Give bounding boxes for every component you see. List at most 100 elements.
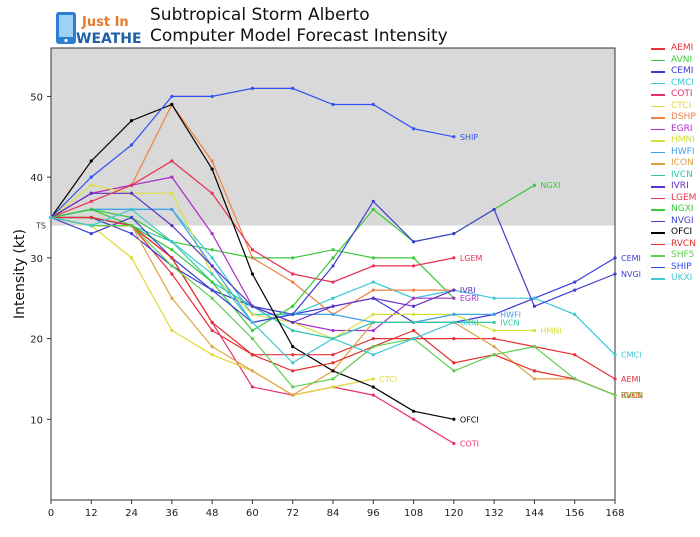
legend-item-dshp: DSHP xyxy=(651,112,696,124)
end-label-egri: EGRI xyxy=(460,294,479,303)
data-point-lgem xyxy=(371,264,375,268)
data-point-ivri xyxy=(170,223,174,228)
y-tick-label: 20 xyxy=(30,335,43,346)
data-point-dshp xyxy=(371,288,375,292)
data-point-icon xyxy=(532,377,537,381)
data-point-hmni xyxy=(532,328,537,333)
data-point-ivri xyxy=(371,296,375,300)
legend-swatch xyxy=(651,71,665,73)
legend-swatch xyxy=(651,151,665,153)
data-point-avni xyxy=(371,256,375,260)
data-point-ngxi xyxy=(170,248,174,252)
data-point-shf5 xyxy=(532,345,537,349)
data-point-ofci xyxy=(129,119,134,123)
data-point-egri xyxy=(452,296,456,300)
data-point-shf5 xyxy=(170,264,174,268)
data-point-hmni xyxy=(250,312,255,316)
band-label: TS xyxy=(35,222,46,231)
data-point-ship xyxy=(411,127,416,131)
data-point-lgem xyxy=(331,280,335,284)
y-tick-label: 30 xyxy=(30,254,43,265)
x-tick-label: 156 xyxy=(565,508,584,519)
legend-label: IVCN xyxy=(671,169,693,180)
data-point-nvgi xyxy=(613,272,617,276)
data-point-ivri xyxy=(411,304,416,308)
end-label-cmci: CMCI xyxy=(621,351,641,360)
x-tick-label: 168 xyxy=(605,508,624,519)
legend-swatch xyxy=(651,220,665,222)
data-point-ofci xyxy=(411,409,416,413)
data-point-nvgi xyxy=(411,240,416,244)
legend-swatch xyxy=(651,186,665,188)
data-point-shf5 xyxy=(371,345,375,349)
legend-label: AEMI xyxy=(671,43,694,53)
data-point-coti xyxy=(250,385,255,389)
legend-item-nvgi: NVGI xyxy=(651,216,696,228)
data-point-ofci xyxy=(89,159,93,163)
legend-item-aemi: AEMI xyxy=(651,43,696,55)
data-point-lgem xyxy=(250,248,255,252)
legend-item-egri: EGRI xyxy=(651,124,696,136)
data-point-egri xyxy=(371,328,375,333)
legend-item-ofci: OFCI xyxy=(651,227,696,239)
data-point-aemi xyxy=(291,353,295,357)
data-point-ship xyxy=(371,102,375,107)
data-point-aemi xyxy=(452,336,456,341)
data-point-ship xyxy=(129,143,134,147)
data-point-rvcn xyxy=(210,320,214,325)
x-tick-label: 24 xyxy=(125,508,138,519)
legend-label: CTCI xyxy=(671,100,692,111)
legend-swatch xyxy=(651,163,665,165)
x-tick-label: 36 xyxy=(165,508,178,519)
data-point-lgem xyxy=(411,264,416,268)
legend-label: IVRI xyxy=(671,181,689,191)
data-point-rvcn xyxy=(331,361,335,365)
legend-label: DSHP xyxy=(671,112,696,122)
legend-swatch xyxy=(651,105,665,107)
legend-item-cmci: CMCI xyxy=(651,78,696,90)
data-point-ngxi xyxy=(210,280,214,284)
data-point-cmci xyxy=(331,296,335,300)
data-point-ukxi xyxy=(210,272,214,276)
data-point-aemi xyxy=(331,353,335,357)
data-point-ukxi xyxy=(331,336,335,341)
data-point-ship xyxy=(291,86,295,90)
legend-item-ukxi: UKXI xyxy=(651,273,696,285)
data-point-ivri xyxy=(250,304,255,308)
data-point-ukxi xyxy=(411,336,416,341)
data-point-icon xyxy=(170,296,174,300)
legend-label: SHIP xyxy=(671,261,692,272)
data-point-ukxi xyxy=(452,320,456,325)
data-point-ivri xyxy=(452,288,456,292)
end-label-ivri: IVRI xyxy=(460,286,476,295)
data-point-aemi xyxy=(371,336,375,341)
data-point-icon xyxy=(250,369,255,373)
y-tick-label: 40 xyxy=(30,173,43,184)
data-point-ofci xyxy=(331,369,335,373)
data-point-nvgi xyxy=(573,288,577,292)
data-point-cmci xyxy=(613,353,617,357)
legend-swatch xyxy=(651,82,665,84)
data-point-ship xyxy=(452,135,456,139)
data-point-ngxi xyxy=(89,207,93,212)
data-point-ngxi xyxy=(291,304,295,308)
end-label-lgem: LGEM xyxy=(460,254,483,263)
legend-label: HWFI xyxy=(671,146,695,157)
x-tick-label: 144 xyxy=(525,508,544,519)
legend-swatch xyxy=(651,255,665,257)
data-point-rvcn xyxy=(452,361,456,365)
data-point-ctci xyxy=(210,353,214,357)
data-point-hwfi xyxy=(452,312,456,316)
legend-label: HMNI xyxy=(671,135,695,145)
data-point-ctci xyxy=(371,377,375,381)
end-label-aemi: AEMI xyxy=(621,375,641,384)
data-point-lgem xyxy=(129,183,134,187)
legend-label: OFCI xyxy=(671,227,693,237)
data-point-ofci xyxy=(452,417,456,421)
data-point-ngxi xyxy=(250,328,255,333)
data-point-ofci xyxy=(170,102,174,107)
end-label-ctci: CTCI xyxy=(379,375,397,384)
just-in-weather-logo: Just In WEATHER xyxy=(56,12,142,46)
end-label-coti: COTI xyxy=(460,440,479,449)
